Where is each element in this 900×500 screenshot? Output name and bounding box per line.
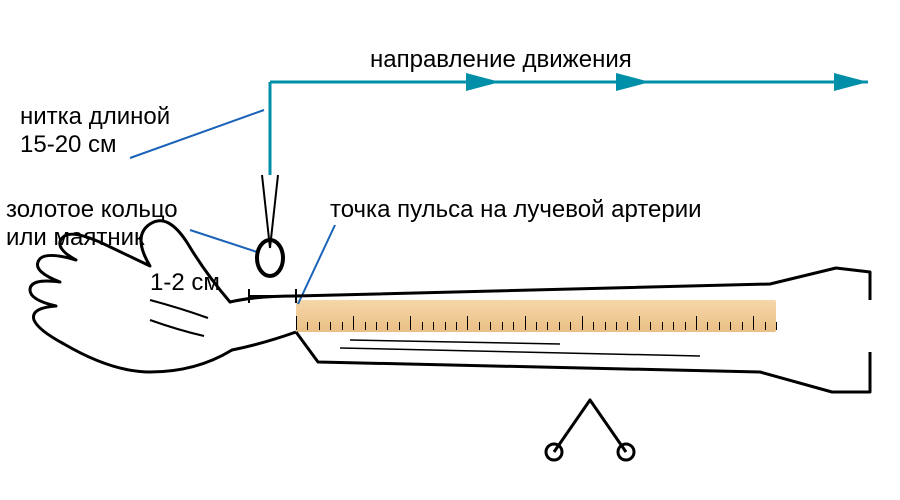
thread-label: нитка длиной: [20, 102, 170, 132]
ruler: [296, 300, 776, 332]
direction-label: направление движения: [370, 45, 632, 75]
ring-label-2: или маятник: [6, 223, 144, 253]
ring-label-1: золотое кольцо: [6, 195, 178, 225]
pulse-point-label: точка пульса на лучевой артерии: [330, 195, 702, 225]
gap-label: 1-2 см: [150, 268, 220, 298]
thread-length-label: 15-20 см: [20, 130, 117, 160]
diagram-canvas: { "labels": { "direction": { "text": "на…: [0, 0, 900, 500]
